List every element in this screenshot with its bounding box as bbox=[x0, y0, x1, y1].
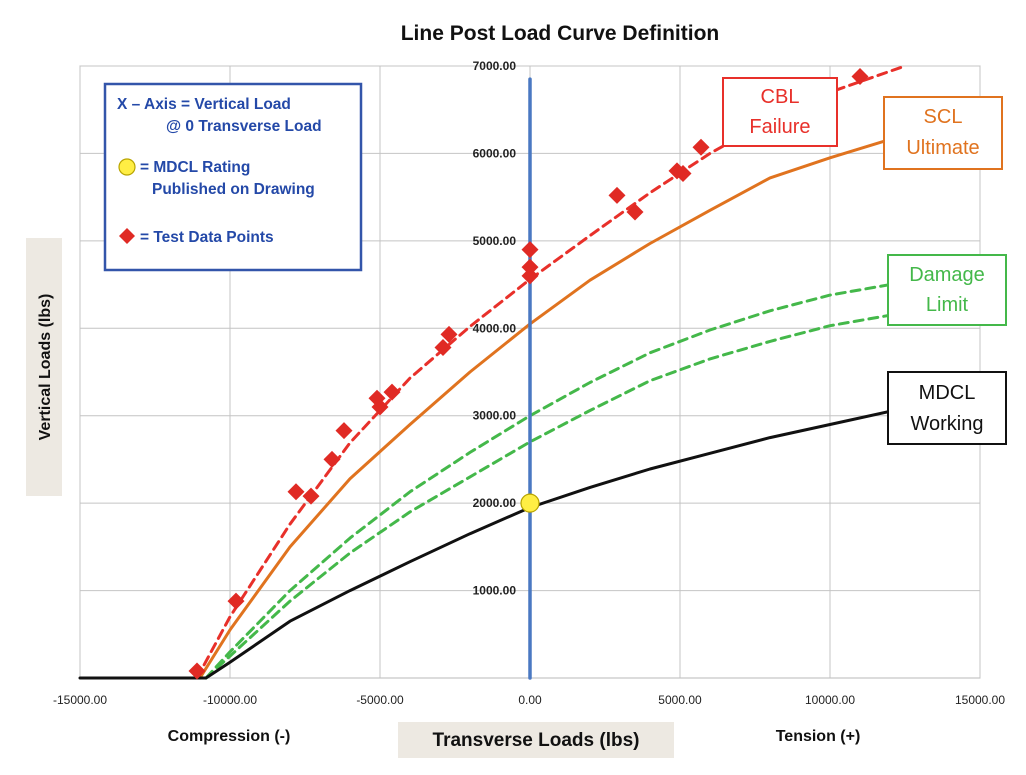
legend-item-mdcl-line2: Published on Drawing bbox=[152, 181, 315, 198]
test-data-point bbox=[302, 487, 320, 505]
cbl-failure-label-box bbox=[722, 77, 838, 147]
test-data-point bbox=[323, 450, 341, 468]
y-tick-label: 1000.00 bbox=[473, 584, 517, 598]
test-data-point bbox=[521, 258, 539, 276]
test-data-point bbox=[434, 339, 452, 357]
legend-item-test-points: = Test Data Points bbox=[140, 229, 274, 246]
y-axis-title-group: Vertical Loads (lbs) bbox=[26, 238, 62, 496]
damage-limit-label-line1: Damage bbox=[909, 264, 985, 286]
series-line-mdcl-working bbox=[78, 409, 892, 680]
y-axis-title: Vertical Loads (lbs) bbox=[37, 294, 54, 441]
x-tick-label: 15000.00 bbox=[955, 693, 1005, 707]
mdcl-working-label-box bbox=[887, 371, 1007, 445]
test-data-point bbox=[851, 67, 869, 85]
damage-limit-label-line2: Limit bbox=[926, 294, 969, 316]
test-data-point bbox=[227, 592, 245, 610]
tick-layer: 1000.00 2000.00 3000.00 4000.00 5000.00 6000.… bbox=[53, 59, 1005, 707]
x-axis-title-group: Transverse Loads (lbs) bbox=[398, 722, 674, 758]
mdcl-working-label: MDCL Working bbox=[887, 371, 1007, 445]
test-data-point bbox=[383, 383, 401, 401]
chart-title: Line Post Load Curve Definition bbox=[401, 22, 720, 45]
test-data-point bbox=[287, 483, 305, 501]
x-axis-title: Transverse Loads (lbs) bbox=[433, 730, 640, 751]
x-tick-label: -15000.00 bbox=[53, 693, 107, 707]
mdcl-working-label-line1: MDCL bbox=[919, 382, 976, 404]
x-right-label: Tension (+) bbox=[776, 728, 861, 745]
mdcl-working-label-line2: Working bbox=[911, 413, 984, 435]
x-tick-label: 10000.00 bbox=[805, 693, 855, 707]
legend-mdcl-rating-icon bbox=[118, 158, 136, 176]
y-tick-label: 5000.00 bbox=[473, 234, 517, 248]
y-tick-label: 2000.00 bbox=[473, 496, 517, 510]
test-data-point bbox=[440, 325, 458, 343]
test-data-point bbox=[521, 241, 539, 259]
cbl-failure-label: CBL Failure bbox=[722, 77, 838, 147]
test-data-point bbox=[335, 422, 353, 440]
test-data-point bbox=[371, 398, 389, 416]
legend: X – Axis = Vertical Load @ 0 Transverse … bbox=[103, 82, 363, 272]
scl-ultimate-label-line2: Ultimate bbox=[906, 137, 979, 159]
y-axis-title-background bbox=[26, 238, 62, 496]
damage-limit-label-box bbox=[887, 254, 1007, 326]
y-tick-label: 7000.00 bbox=[473, 59, 517, 73]
annotation-layer: CBL Failure SCL Ultimate Damage Limit MD… bbox=[722, 77, 1007, 445]
x-tick-label: -5000.00 bbox=[356, 693, 404, 707]
legend-box bbox=[103, 82, 363, 272]
test-data-point bbox=[188, 662, 206, 680]
cbl-failure-label-line2: Failure bbox=[749, 116, 810, 138]
x-left-label: Compression (-) bbox=[168, 728, 291, 745]
y-tick-label: 4000.00 bbox=[473, 321, 517, 335]
legend-item-mdcl-line1: = MDCL Rating bbox=[140, 159, 250, 176]
point-layer bbox=[188, 67, 869, 680]
test-data-point bbox=[692, 138, 710, 156]
mdcl-rating-point bbox=[520, 493, 540, 513]
y-tick-label: 3000.00 bbox=[473, 409, 517, 423]
test-data-point bbox=[626, 203, 644, 221]
x-tick-label: 0.00 bbox=[518, 693, 542, 707]
x-axis-title-background bbox=[398, 722, 674, 758]
series-line-damage-limit-lower bbox=[204, 313, 892, 680]
damage-limit-label: Damage Limit bbox=[887, 254, 1007, 326]
scl-ultimate-label-line1: SCL bbox=[924, 106, 963, 128]
scl-ultimate-label-box bbox=[883, 96, 1003, 170]
legend-test-point-icon bbox=[119, 228, 135, 244]
test-data-point bbox=[608, 186, 626, 204]
scl-ultimate-label: SCL Ultimate bbox=[883, 96, 1003, 170]
x-tick-label: -10000.00 bbox=[203, 693, 257, 707]
test-data-point bbox=[521, 267, 539, 285]
test-data-point bbox=[674, 165, 692, 183]
cbl-failure-label-line1: CBL bbox=[761, 86, 800, 108]
y-tick-label: 6000.00 bbox=[473, 146, 517, 160]
legend-item-axis-line2: @ 0 Transverse Load bbox=[166, 118, 322, 135]
x-tick-label: 5000.00 bbox=[658, 693, 702, 707]
legend-item-axis-line1: X – Axis = Vertical Load bbox=[117, 96, 291, 113]
